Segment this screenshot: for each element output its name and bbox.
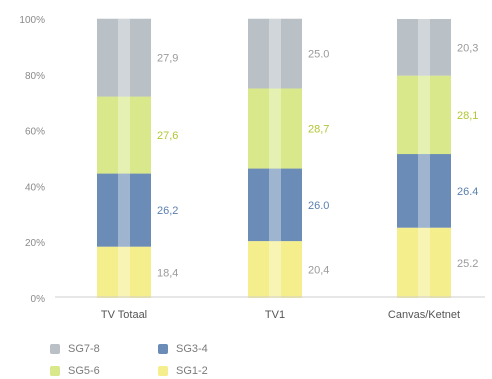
- legend-swatch: [158, 344, 168, 354]
- bar-segments: [97, 18, 451, 298]
- bar-segment-sg1-2: [97, 246, 151, 298]
- y-tick-label: 100%: [19, 15, 45, 26]
- y-tick-label: 40%: [25, 182, 45, 193]
- data-label: 27,6: [157, 130, 178, 142]
- bar-segment-sg7-8: [397, 19, 451, 76]
- x-axis-labels: TV Totaal TV1 Canvas/Ketnet: [101, 309, 460, 321]
- data-label: 27,9: [157, 53, 178, 65]
- bar-highlight: [118, 173, 130, 247]
- bar-segment-sg5-6: [97, 96, 151, 174]
- legend-item: SG3-4: [158, 343, 208, 355]
- legend-swatch: [50, 366, 60, 376]
- bar-segment-sg3-4: [397, 154, 451, 228]
- y-axis-ticks: 0% 20% 40% 60% 80% 100%: [19, 15, 45, 305]
- bar-segment-sg1-2: [248, 241, 302, 298]
- bar-highlight: [269, 18, 281, 89]
- data-label: 26.0: [308, 200, 329, 212]
- bar-segment-sg3-4: [97, 173, 151, 247]
- bar-highlight: [269, 88, 281, 169]
- data-label: 26.4: [457, 186, 478, 198]
- bar-highlight: [418, 154, 430, 228]
- legend-item: SG5-6: [50, 365, 100, 377]
- legend-label: SG5-6: [68, 365, 100, 377]
- legend-swatch: [158, 366, 168, 376]
- bar-segment-sg3-4: [248, 168, 302, 242]
- data-label: 25.0: [308, 49, 329, 61]
- bar-segment-sg7-8: [97, 18, 151, 97]
- bar-segment-sg5-6: [397, 75, 451, 155]
- data-labels: 18,4 26,2 27,6 27,9 20,4 26.0 28,7 25.0 25.2 26.4…: [157, 42, 478, 279]
- bar-highlight: [269, 241, 281, 298]
- data-label: 25.2: [457, 258, 478, 270]
- data-label: 28,1: [457, 110, 478, 122]
- y-tick-label: 60%: [25, 127, 45, 138]
- legend-item: SG7-8: [50, 343, 100, 355]
- legend-label: SG7-8: [68, 343, 100, 355]
- bar-highlight: [118, 18, 130, 97]
- bar-segment-sg7-8: [248, 18, 302, 89]
- y-tick-label: 0%: [31, 294, 46, 305]
- bar-segment-sg5-6: [248, 88, 302, 169]
- data-label: 28,7: [308, 124, 329, 136]
- legend-label: SG1-2: [176, 365, 208, 377]
- bar-highlight: [269, 168, 281, 242]
- bar-highlight: [118, 246, 130, 298]
- bar-highlight: [418, 227, 430, 298]
- legend-swatch: [50, 344, 60, 354]
- x-category-label: TV Totaal: [101, 309, 147, 321]
- bar-highlight: [118, 96, 130, 174]
- legend-item: SG1-2: [158, 365, 208, 377]
- data-label: 26,2: [157, 205, 178, 217]
- bar-highlight: [418, 75, 430, 155]
- data-label: 20,3: [457, 42, 478, 54]
- data-label: 20,4: [308, 265, 329, 277]
- bar-highlight: [418, 19, 430, 76]
- x-category-label: Canvas/Ketnet: [388, 309, 460, 321]
- data-label: 18,4: [157, 267, 178, 279]
- x-category-label: TV1: [265, 309, 285, 321]
- y-tick-label: 20%: [25, 238, 45, 249]
- legend-label: SG3-4: [176, 343, 208, 355]
- y-tick-label: 80%: [25, 71, 45, 82]
- bar-segment-sg1-2: [397, 227, 451, 298]
